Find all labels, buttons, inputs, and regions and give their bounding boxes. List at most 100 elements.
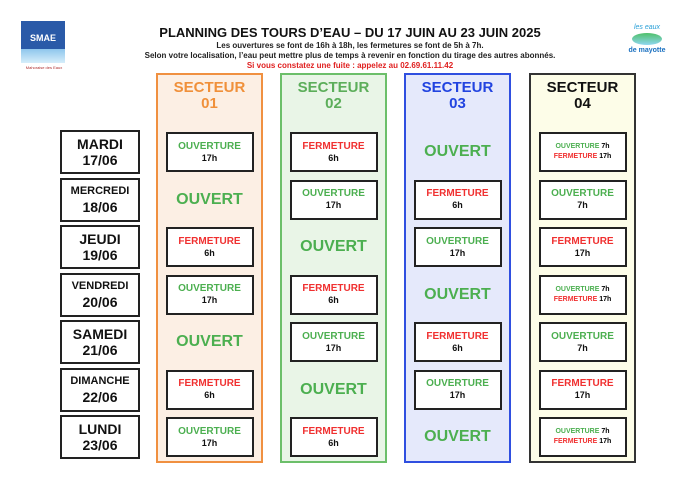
- schedule-cell-ouvert: OUVERT: [290, 370, 378, 410]
- close-time: 17h: [599, 295, 612, 303]
- opening-label: OUVERTURE: [551, 330, 614, 342]
- time: 17h: [201, 152, 218, 163]
- sector-header: SECTEUR 02: [282, 80, 385, 112]
- schedule-cell-open: OUVERTURE 17h: [165, 417, 254, 457]
- closing-label: FERMETURE: [302, 283, 365, 294]
- schedule-cell-open: OUVERTURE 17h: [413, 369, 502, 410]
- sector-label: SECTEUR: [173, 79, 246, 96]
- closing-label: FERMETURE: [551, 235, 614, 247]
- closing-label: FERMETURE: [426, 188, 489, 199]
- schedule-cell-combo: OUVERTURE 7h FERMETURE 17h: [538, 417, 627, 457]
- time: 7h: [577, 342, 588, 353]
- day-name: MARDI: [77, 135, 123, 152]
- day-date: 21/06: [82, 341, 118, 358]
- close-line: FERMETURE 17h: [554, 152, 612, 162]
- time: 7h: [577, 200, 588, 210]
- schedule-cell-ouvert: OUVERT: [414, 275, 502, 315]
- day-label-vendredi: VENDREDI 20/06: [60, 272, 140, 317]
- leak-alert: Si vous constatez une fuite : appelez au…: [246, 61, 454, 70]
- day-label-lundi: LUNDI 23/06: [60, 415, 140, 459]
- close-label: FERMETURE: [553, 438, 598, 445]
- schedule-cell-close: FERMETURE 6h: [289, 132, 378, 172]
- closing-label: FERMETURE: [178, 378, 241, 389]
- day-label-mardi: MARDI 17/06: [60, 130, 140, 174]
- time: 17h: [201, 295, 218, 305]
- opening-label: OUVERTURE: [178, 140, 241, 152]
- day-name: JEUDI: [79, 230, 121, 247]
- closing-label: FERMETURE: [426, 330, 489, 342]
- schedule-cell-combo: OUVERTURE 7h FERMETURE 17h: [538, 274, 627, 315]
- sector-number: 01: [201, 95, 218, 112]
- opening-label: OUVERTURE: [426, 235, 489, 247]
- sector-number: 03: [449, 95, 466, 112]
- time: 17h: [449, 247, 466, 258]
- status-open: OUVERT: [300, 380, 367, 398]
- wave-icon: [21, 49, 65, 63]
- closing-label: FERMETURE: [302, 140, 365, 152]
- status-open: OUVERT: [424, 143, 491, 160]
- day-name: LUNDI: [78, 420, 122, 437]
- schedule-cell-open: OUVERTURE 17h: [413, 227, 502, 267]
- open-time: 7h: [601, 285, 610, 293]
- schedule-cell-ouvert: OUVERT: [414, 417, 502, 457]
- time: 6h: [452, 200, 463, 210]
- day-name: MERCREDI: [70, 185, 130, 197]
- time: 17h: [574, 247, 591, 258]
- status-open: OUVERT: [176, 333, 243, 350]
- day-date: 18/06: [82, 199, 118, 215]
- sector-label: SECTEUR: [421, 79, 494, 96]
- schedule-cell-close: FERMETURE 6h: [413, 179, 502, 220]
- schedule-cell-close: FERMETURE 6h: [289, 274, 378, 315]
- opening-label: OUVERTURE: [178, 283, 241, 294]
- time: 6h: [204, 247, 215, 258]
- time: 17h: [201, 437, 218, 448]
- sector-header: SECTEUR 03: [406, 80, 509, 112]
- open-label: OUVERTURE: [555, 143, 600, 150]
- time: 17h: [574, 390, 591, 400]
- status-open: OUVERT: [424, 428, 491, 445]
- close-label: FERMETURE: [553, 295, 598, 303]
- sector-label: SECTEUR: [297, 79, 370, 96]
- opening-label: OUVERTURE: [426, 378, 489, 389]
- schedule-cell-open: OUVERTURE 17h: [289, 322, 378, 362]
- day-label-jeudi: JEUDI 19/06: [60, 225, 140, 269]
- schedule-cell-ouvert: OUVERT: [166, 322, 254, 362]
- sector-header: SECTEUR 04: [531, 80, 634, 112]
- day-name: SAMEDI: [72, 325, 128, 342]
- smae-logo-text: SMAE: [29, 33, 56, 43]
- sector-header: SECTEUR 01: [158, 80, 261, 112]
- schedule-cell-combo: OUVERTURE 7h FERMETURE 17h: [538, 132, 627, 172]
- day-label-dimanche: DIMANCHE 22/06: [60, 367, 140, 412]
- schedule-cell-close: FERMETURE 6h: [289, 417, 378, 457]
- close-time: 17h: [599, 153, 612, 160]
- schedule-cell-open: OUVERTURE 17h: [165, 132, 254, 172]
- close-line: FERMETURE 17h: [554, 437, 612, 447]
- time: 6h: [328, 437, 339, 448]
- day-label-samedi: SAMEDI 21/06: [60, 320, 140, 364]
- status-open: OUVERT: [176, 190, 243, 208]
- day-label-mercredi: MERCREDI 18/06: [60, 177, 140, 222]
- open-line: OUVERTURE 7h: [555, 285, 609, 295]
- smae-logo-subtitle: Mahoraise des Eaux: [25, 65, 63, 70]
- schedule-cell-close: FERMETURE 17h: [538, 369, 627, 410]
- closing-label: FERMETURE: [551, 378, 614, 389]
- schedule-cell-close: FERMETURE 17h: [538, 227, 627, 267]
- logo-text-bottom: de mayotte: [628, 47, 666, 54]
- time: 17h: [325, 200, 342, 210]
- time: 6h: [328, 295, 339, 305]
- water-drop-icon: [632, 33, 662, 45]
- schedule-cell-ouvert: OUVERT: [290, 227, 378, 267]
- opening-label: OUVERTURE: [178, 425, 241, 437]
- hours-info: Les ouvertures se font de 16h à 18h, les…: [216, 41, 484, 50]
- day-date: 22/06: [82, 389, 118, 405]
- closing-label: FERMETURE: [302, 425, 365, 437]
- smae-logo: SMAE: [21, 21, 65, 63]
- eaux-mayotte-logo: les eaux de mayotte: [622, 24, 672, 66]
- open-label: OUVERTURE: [555, 285, 600, 293]
- time: 6h: [204, 390, 215, 400]
- status-open: OUVERT: [424, 285, 491, 303]
- schedule-cell-open: OUVERTURE 7h: [538, 322, 627, 362]
- schedule-cell-open: OUVERTURE 7h: [538, 179, 627, 220]
- sector-number: 04: [574, 95, 591, 112]
- day-date: 23/06: [82, 436, 118, 453]
